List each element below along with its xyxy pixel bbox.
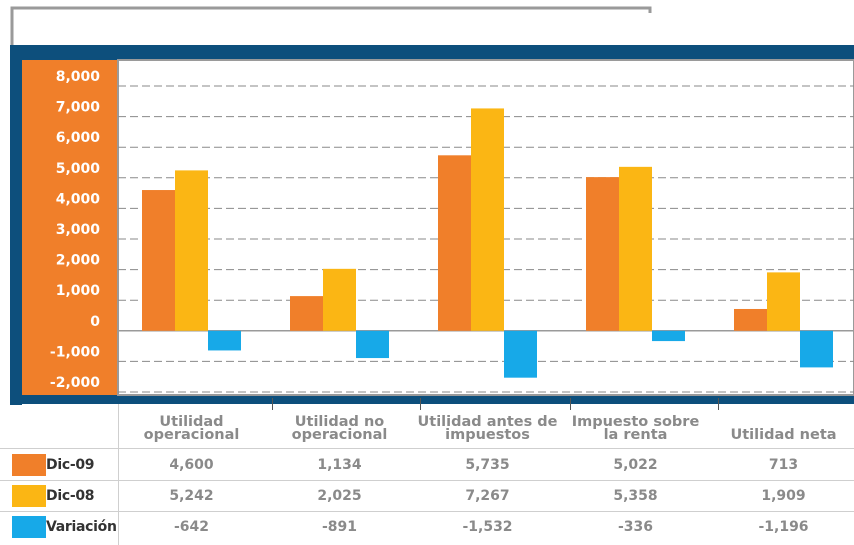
legend-label: Variación xyxy=(46,519,117,535)
y-tick-label: 8,000 xyxy=(56,69,101,85)
legend-label: Dic-08 xyxy=(46,488,95,504)
table-value: 713 xyxy=(768,457,799,473)
table-value: 5,242 xyxy=(169,488,214,504)
bar xyxy=(356,330,389,359)
legend-swatch xyxy=(12,485,46,507)
frame-top xyxy=(10,45,854,60)
bar xyxy=(175,170,208,331)
table-value: 2,025 xyxy=(317,488,362,504)
column-header: Utilidad operacional xyxy=(143,414,240,443)
table-value: 4,600 xyxy=(169,457,214,473)
column-tick xyxy=(570,398,571,410)
row-line xyxy=(0,448,854,449)
table-value: 1,909 xyxy=(761,488,806,504)
bar xyxy=(142,190,175,331)
column-header: Utilidad no operacional xyxy=(291,414,388,443)
column-tick xyxy=(420,398,421,410)
y-tick-label: -1,000 xyxy=(50,344,100,360)
bar xyxy=(438,155,471,331)
y-tick-label: 2,000 xyxy=(56,253,101,269)
y-tick-label: 1,000 xyxy=(56,283,101,299)
table-value: -336 xyxy=(617,519,654,535)
y-tick-label: 4,000 xyxy=(56,191,101,207)
frame-bottom xyxy=(10,395,854,404)
table-divider xyxy=(118,404,119,545)
bar xyxy=(586,177,619,331)
bar xyxy=(652,330,685,342)
bar xyxy=(767,272,800,331)
column-header: Utilidad antes de impuestos xyxy=(417,414,558,443)
title-bracket xyxy=(10,6,652,45)
table-value: 1,134 xyxy=(317,457,362,473)
bar xyxy=(800,330,833,368)
frame-left xyxy=(10,45,22,405)
y-tick-label: 6,000 xyxy=(56,130,101,146)
legend-label: Dic-09 xyxy=(46,457,95,473)
table-value: 5,735 xyxy=(465,457,510,473)
y-tick-label: 7,000 xyxy=(56,100,101,116)
y-tick-label: 3,000 xyxy=(56,222,101,238)
table-value: 7,267 xyxy=(465,488,510,504)
column-tick xyxy=(272,398,273,410)
y-axis-panel xyxy=(22,60,118,395)
bar xyxy=(734,308,767,331)
table-value: -1,196 xyxy=(758,519,809,535)
bar xyxy=(471,108,504,331)
bar xyxy=(504,330,537,378)
column-header: Impuesto sobre la renta xyxy=(571,414,700,443)
table-value: -1,532 xyxy=(462,519,513,535)
row-line xyxy=(0,480,854,481)
bar xyxy=(290,296,323,331)
bar xyxy=(208,330,241,351)
y-tick-label: -2,000 xyxy=(50,375,100,391)
column-header: Utilidad neta xyxy=(730,427,837,443)
table-value: -642 xyxy=(173,519,210,535)
table-value: 5,358 xyxy=(613,488,658,504)
y-tick-label: 0 xyxy=(90,314,100,330)
column-tick xyxy=(718,398,719,410)
table-value: 5,022 xyxy=(613,457,658,473)
legend-swatch xyxy=(12,454,46,476)
y-tick-label: 5,000 xyxy=(56,161,101,177)
bar xyxy=(323,268,356,331)
legend-swatch xyxy=(12,516,46,538)
table-value: -891 xyxy=(321,519,358,535)
row-line xyxy=(0,511,854,512)
bar xyxy=(619,166,652,331)
